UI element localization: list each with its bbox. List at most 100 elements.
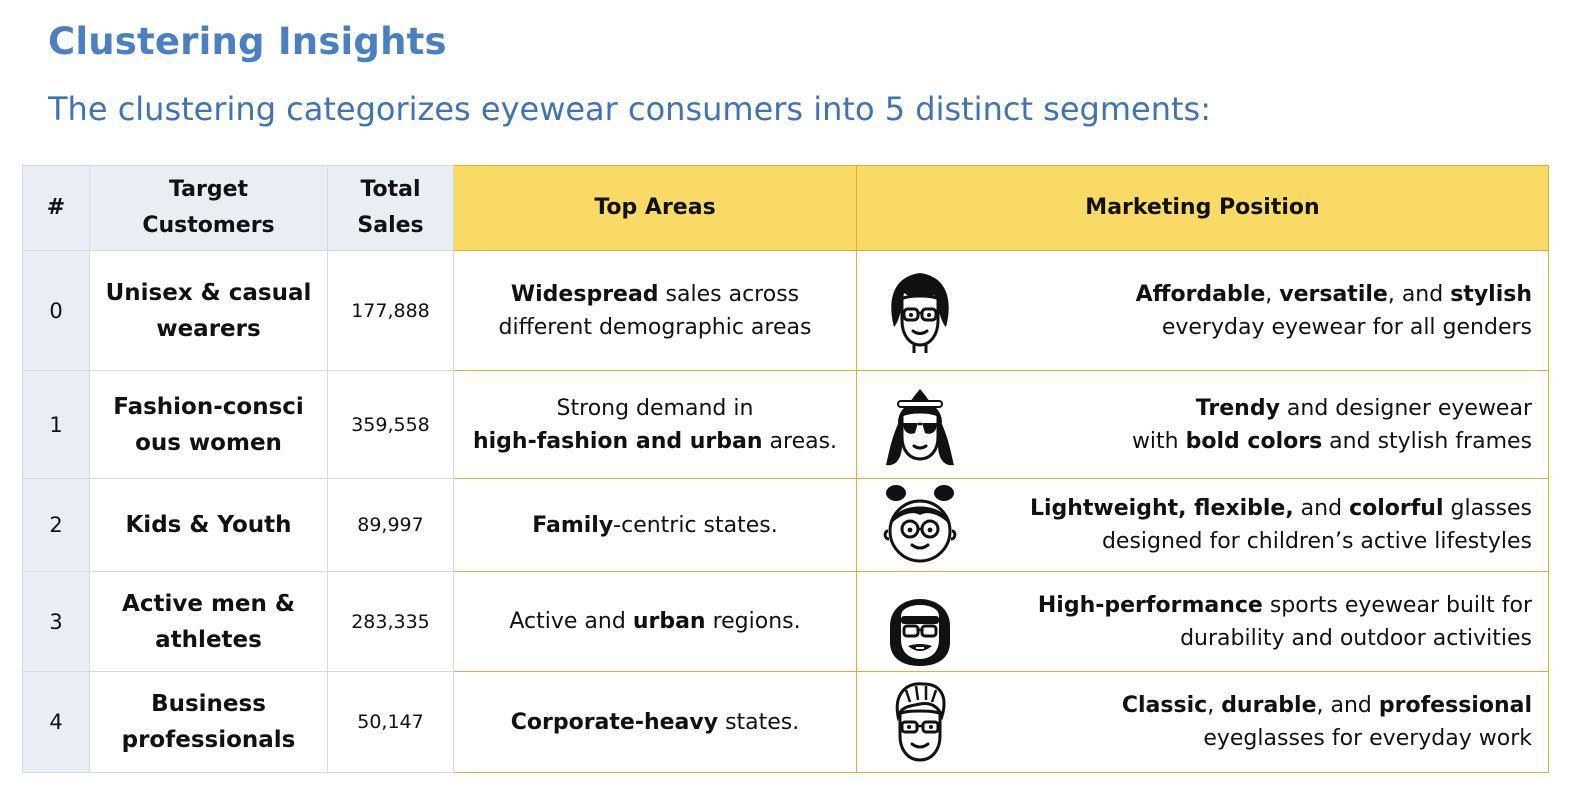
- table-row: 3 Active men & athletes 283,335 Active an…: [22, 571, 1549, 672]
- header-top-areas: Top Areas: [453, 165, 857, 251]
- marketing-plain: and stylish frames: [1322, 428, 1532, 454]
- table-row: 2 Kids & Youth 89,997 Family-centric sta…: [22, 478, 1549, 572]
- target-customers-cell: Unisex & casual wearers: [89, 250, 328, 371]
- marketing-emphasis: durable: [1221, 693, 1317, 718]
- segments-table: # Target Customers Total Sales Top Areas M…: [22, 165, 1549, 773]
- total-sales-cell: 50,147: [327, 671, 454, 773]
- marketing-plain: durability and outdoor activities: [1180, 625, 1532, 651]
- area-text: regions.: [705, 609, 801, 634]
- top-areas-cell: Active and urban regions.: [453, 571, 857, 672]
- marketing-position-cell: Classic, durable, and professional eyegla…: [856, 671, 1549, 773]
- area-emphasis: urban: [632, 609, 706, 634]
- table-row: 1 Fashion-consci ous women 359,558 Strong…: [22, 370, 1549, 479]
- athlete-helmet-icon: [890, 580, 950, 666]
- page-title: Clustering Insights: [48, 20, 447, 63]
- area-text: states.: [718, 709, 800, 735]
- customers-line: Kids & Youth: [125, 512, 292, 538]
- woman-glasses-icon: [891, 272, 949, 353]
- marketing-plain: , and: [1387, 281, 1451, 307]
- marketing-plain: eyeglasses for everyday work: [1203, 726, 1532, 751]
- table-row: 0 Unisex & casual wearers 177,888 Widespr…: [22, 250, 1549, 371]
- marketing-text: Trendy and designer eyewear with bold col…: [1132, 392, 1532, 458]
- marketing-plain: , and: [1316, 693, 1379, 718]
- target-customers-cell: Active men & athletes: [89, 571, 328, 672]
- marketing-emphasis: stylish: [1450, 281, 1532, 307]
- marketing-plain: glasses: [1443, 496, 1533, 521]
- page-subtitle: The clustering categorizes eyewear consu…: [48, 90, 1211, 128]
- customers-line: wearers: [156, 315, 261, 342]
- row-index: 3: [22, 571, 90, 672]
- header-marketing-position: Marketing Position: [856, 165, 1549, 251]
- customers-line: Active men &: [122, 590, 295, 617]
- marketing-text: High-performance sports eyewear built fo…: [1038, 589, 1532, 655]
- marketing-plain: ,: [1207, 693, 1222, 718]
- marketing-plain: and designer eyewear: [1279, 395, 1532, 421]
- area-text: different demographic areas: [498, 314, 812, 340]
- area-text: -centric states.: [613, 512, 778, 538]
- header-customers-line1: Target: [168, 177, 249, 202]
- marketing-emphasis: Classic: [1121, 693, 1208, 718]
- total-sales-cell: 359,558: [327, 370, 454, 479]
- top-areas-cell: Family-centric states.: [453, 478, 857, 572]
- marketing-text: Affordable, versatile, and stylish everyd…: [1136, 278, 1532, 344]
- row-index: 1: [22, 370, 90, 479]
- marketing-emphasis: professional: [1378, 693, 1532, 718]
- marketing-emphasis: Lightweight, flexible,: [1029, 496, 1294, 521]
- area-text: sales across: [658, 281, 800, 307]
- marketing-emphasis: Trendy: [1195, 395, 1280, 421]
- header-sales-line1: Total: [360, 177, 421, 202]
- top-areas-cell: Widespread sales across different demogra…: [453, 250, 857, 371]
- fashion-woman-sunglasses-icon: [886, 388, 954, 465]
- marketing-plain: and: [1293, 496, 1350, 521]
- marketing-emphasis: colorful: [1349, 496, 1444, 521]
- row-index: 4: [22, 671, 90, 773]
- marketing-emphasis: Affordable: [1135, 281, 1266, 307]
- marketing-position-cell: Affordable, versatile, and stylish everyd…: [856, 250, 1549, 371]
- marketing-plain: ,: [1265, 281, 1280, 307]
- area-text: areas.: [762, 428, 838, 454]
- table-row: 4 Business professionals 50,147 Corporate…: [22, 671, 1549, 773]
- total-sales-cell: 283,335: [327, 571, 454, 672]
- top-areas-cell: Corporate-heavy states.: [453, 671, 857, 773]
- target-customers-cell: Kids & Youth: [89, 478, 328, 572]
- marketing-position-cell: Lightweight, flexible, and colorful glas…: [856, 478, 1549, 572]
- customers-line: Fashion-consci: [113, 393, 304, 420]
- total-sales-cell: 177,888: [327, 250, 454, 371]
- kid-glasses-icon: [883, 485, 957, 563]
- marketing-plain: with: [1131, 428, 1186, 454]
- customers-line: professionals: [121, 727, 296, 753]
- area-emphasis: Widespread: [510, 281, 659, 307]
- row-index: 0: [22, 250, 90, 371]
- marketing-position-cell: High-performance sports eyewear built fo…: [856, 571, 1549, 672]
- header-total-sales: Total Sales: [327, 165, 454, 251]
- marketing-plain: sports eyewear built for: [1262, 592, 1532, 618]
- area-emphasis: high-fashion and urban: [472, 428, 763, 454]
- marketing-text: Lightweight, flexible, and colorful glas…: [1030, 492, 1532, 558]
- customers-line: Unisex & casual: [105, 279, 312, 306]
- header-customers-line2: Customers: [142, 213, 275, 238]
- marketing-plain: designed for children’s active lifestyle…: [1101, 529, 1532, 554]
- customers-line: athletes: [155, 626, 262, 653]
- header-target-customers: Target Customers: [89, 165, 328, 251]
- area-text: Strong demand in: [556, 395, 754, 421]
- area-emphasis: Family: [532, 512, 614, 538]
- marketing-text: Classic, durable, and professional eyegla…: [1122, 689, 1532, 755]
- customers-line: Business: [151, 691, 266, 717]
- area-emphasis: Corporate-heavy: [510, 709, 719, 735]
- header-sales-line2: Sales: [357, 213, 424, 238]
- target-customers-cell: Business professionals: [89, 671, 328, 773]
- target-customers-cell: Fashion-consci ous women: [89, 370, 328, 479]
- marketing-emphasis: versatile: [1279, 281, 1388, 307]
- marketing-position-cell: Trendy and designer eyewear with bold col…: [856, 370, 1549, 479]
- area-text: Active and: [509, 609, 633, 634]
- header-index: #: [22, 165, 90, 251]
- marketing-plain: everyday eyewear for all genders: [1161, 314, 1532, 340]
- top-areas-cell: Strong demand in high-fashion and urban a…: [453, 370, 857, 479]
- marketing-emphasis: High-performance: [1037, 592, 1263, 618]
- total-sales-cell: 89,997: [327, 478, 454, 572]
- row-index: 2: [22, 478, 90, 572]
- businessman-glasses-icon: [895, 682, 946, 762]
- marketing-emphasis: bold colors: [1185, 428, 1323, 454]
- table-header-row: # Target Customers Total Sales Top Areas M…: [22, 165, 1549, 251]
- customers-line: ous women: [135, 429, 282, 456]
